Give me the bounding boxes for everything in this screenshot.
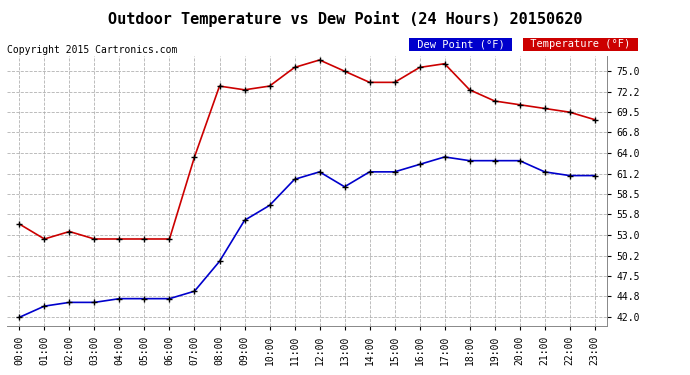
Text: Dew Point (°F): Dew Point (°F) xyxy=(411,39,511,50)
Text: Outdoor Temperature vs Dew Point (24 Hours) 20150620: Outdoor Temperature vs Dew Point (24 Hou… xyxy=(108,11,582,27)
Text: Copyright 2015 Cartronics.com: Copyright 2015 Cartronics.com xyxy=(7,45,177,55)
Text: Temperature (°F): Temperature (°F) xyxy=(524,39,637,50)
